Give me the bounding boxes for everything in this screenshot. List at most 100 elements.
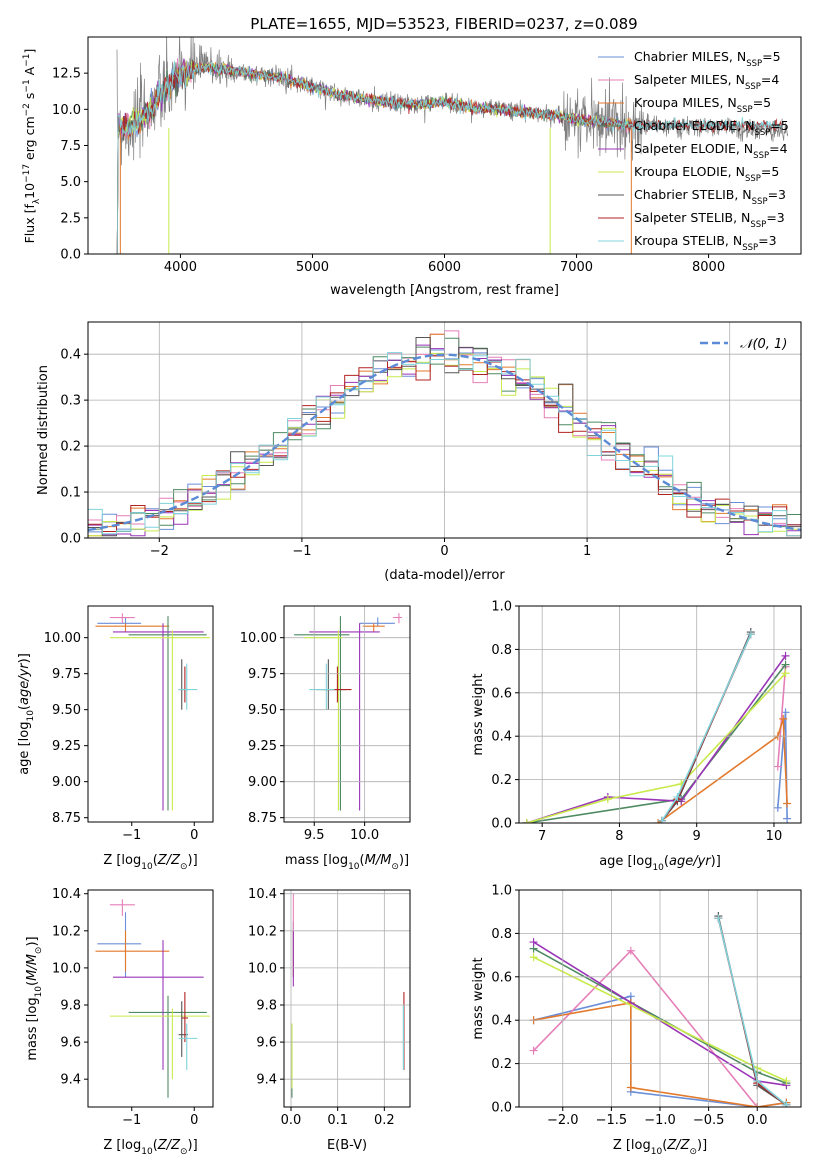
legend-label-sub: SSP	[746, 59, 762, 69]
x-tick-label: 0	[190, 828, 198, 843]
x-axis-label-part: ⊙	[180, 1147, 188, 1157]
x-axis-label: age [log10(age/yr)]	[599, 854, 721, 873]
panel-spectrum: 4000 5000 6000 7000 8000 0.0 2.5 5.0 7.5 10.0 12.5…	[22, 36, 802, 298]
legend-label-main: Salpeter MILES, N	[634, 72, 745, 87]
x-tick-label: 9	[693, 829, 701, 844]
axes-frame	[87, 605, 214, 823]
legend-label: Kroupa ELODIE, NSSP=5	[634, 164, 779, 184]
x-axis-label-part: ⊙	[689, 1147, 697, 1157]
x-tick-label: −1	[122, 828, 141, 843]
x-axis-label-part: Z [log	[613, 1138, 651, 1153]
spectrum-model-line	[115, 60, 632, 254]
y-axis-label: mass [log10(M/M⊙)]	[25, 936, 44, 1060]
x-tick-label: 8000	[692, 260, 725, 275]
legend-label: Salpeter MILES, NSSP=4	[634, 72, 779, 92]
x-tick-label: −2	[150, 544, 169, 559]
y-tick-label: 10.0	[52, 103, 81, 118]
mass-weight-marker	[529, 938, 538, 947]
y-tick-label: 10.4	[52, 887, 81, 902]
plot-area	[522, 628, 792, 823]
legend-label-tail: =3	[758, 233, 776, 248]
spectrum-model-line	[115, 60, 782, 254]
x-axis-label-part: )]	[711, 854, 721, 869]
y-tick-label: 0.3	[60, 394, 81, 409]
x-axis-label-part: 10	[141, 862, 153, 872]
y-tick-label: 9.75	[52, 667, 81, 682]
legend-label-tail: =4	[761, 72, 779, 87]
x-axis-label: Z [log10(Z/Z⊙)]	[613, 1138, 707, 1157]
y-axis-label-part: mass weight	[471, 673, 486, 755]
legend-label: Chabrier ELODIE, NSSP=5	[634, 118, 789, 138]
y-tick-label: 12.5	[52, 67, 81, 82]
legend-label-sub: SSP	[745, 82, 761, 92]
y-axis-label: mass weight	[471, 957, 486, 1039]
y-axis-label-part: A	[22, 66, 37, 79]
legend-label-tail: =5	[753, 95, 771, 110]
x-axis-label: Z [log10(Z/Z⊙)]	[103, 1138, 197, 1157]
legend-label: Salpeter STELIB, NSSP=3	[634, 210, 785, 230]
x-tick-label: 2	[726, 544, 734, 559]
y-axis-label-part: (	[17, 705, 32, 710]
x-tick-label: −0.5	[693, 1113, 725, 1128]
plot-area	[95, 899, 210, 1098]
mass-weight-marker	[522, 819, 531, 823]
x-axis-label-part: 10	[348, 862, 360, 872]
x-tick-label: 6000	[428, 260, 461, 275]
x-tick-label: 9.5	[304, 828, 325, 843]
x-tick-label: 0	[190, 1113, 198, 1128]
y-axis-label-part: −17	[22, 164, 32, 183]
y-tick-label: 9.6	[60, 1036, 81, 1051]
y-tick-label: 10.4	[248, 887, 277, 902]
x-axis-label: (data-model)/error	[384, 568, 505, 583]
y-axis-label-part: s	[22, 93, 37, 104]
y-tick-label: 10.00	[240, 631, 277, 646]
y-axis-label-part: )]	[17, 653, 32, 663]
spectrum-model-line	[115, 58, 632, 254]
x-tick-label: 7000	[560, 260, 593, 275]
x-tick-label: −2.0	[547, 1113, 579, 1128]
legend-label-sub: SSP	[745, 174, 761, 184]
y-tick-label: 10.2	[52, 924, 81, 939]
x-tick-label: 0.0	[281, 1113, 302, 1128]
x-axis-label-part: (	[664, 854, 669, 869]
plot-area	[294, 613, 402, 811]
mass-weight-marker	[626, 1083, 635, 1092]
axes-frame	[518, 605, 802, 824]
y-tick-label: 0.2	[491, 773, 512, 788]
mass-weight-marker	[773, 803, 782, 812]
y-tick-label: 0.4	[60, 348, 81, 363]
y-tick-label: 1.0	[491, 600, 512, 615]
x-axis-label-part: (	[360, 853, 365, 868]
x-axis-label-part: 10	[651, 1147, 663, 1157]
x-axis-label-part: age [log	[599, 854, 652, 869]
y-axis-label-part: −1	[22, 54, 32, 67]
x-tick-label: 7	[538, 829, 546, 844]
x-tick-label: 10.0	[350, 828, 379, 843]
mass-weight-marker	[781, 660, 790, 669]
x-axis-label-part: )]	[399, 853, 409, 868]
legend-label-main: Salpeter STELIB, N	[634, 210, 750, 225]
y-tick-label: 0.6	[491, 970, 512, 985]
mass-weight-line	[777, 666, 787, 767]
legend-label-main: Kroupa ELODIE, N	[634, 164, 745, 179]
y-axis-label: Flux [fλ10−17 erg cm−2 s−1 A−1]	[22, 49, 42, 244]
x-axis-label-part: )]	[188, 1138, 198, 1153]
x-tick-label: −1	[292, 544, 311, 559]
y-tick-label: 0.8	[491, 927, 512, 942]
y-tick-label: 0.0	[60, 532, 81, 547]
legend-label: 𝒩(0, 1)	[740, 337, 787, 352]
y-tick-label: 0.2	[60, 440, 81, 455]
x-axis-label-part: Z/Z	[157, 1138, 181, 1153]
x-axis-label-part: age/yr	[669, 854, 712, 869]
y-axis-label-part: mass weight	[471, 957, 486, 1039]
legend-label-tail: =5	[761, 164, 779, 179]
y-tick-label: 9.75	[248, 667, 277, 682]
mass-weight-line	[657, 718, 788, 823]
y-axis-label-part: λ	[32, 198, 42, 204]
mass-weight-marker	[779, 714, 788, 723]
legend-label-tail: =5	[770, 118, 788, 133]
mass-weight-marker	[714, 914, 723, 923]
y-tick-label: 0.1	[60, 486, 81, 501]
